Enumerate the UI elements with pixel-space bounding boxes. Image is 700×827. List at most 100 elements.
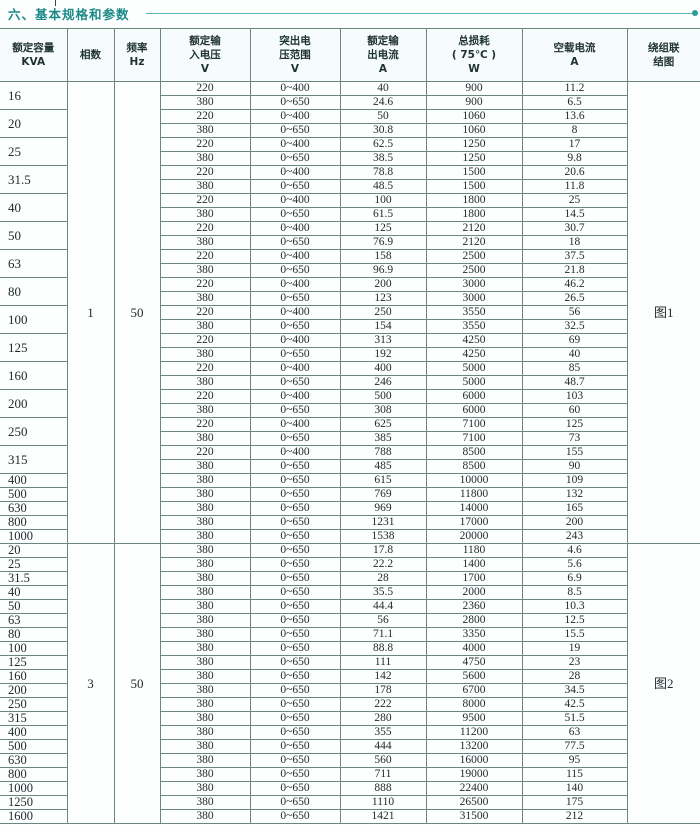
cell-input-voltage: 380: [159, 375, 251, 390]
cell-total-loss: 1180: [425, 543, 523, 558]
header-line: 出电流: [367, 49, 399, 61]
cell-capacity: 500: [0, 487, 68, 502]
cell-input-voltage: 380: [159, 207, 251, 222]
cell-input-voltage: 380: [159, 543, 251, 558]
cell-no-load-current: 28: [521, 669, 628, 684]
header-line: V: [200, 63, 210, 75]
cell-output-range: 0~400: [249, 305, 341, 320]
header-capacity: 额定容量 KVA: [0, 28, 68, 82]
cell-output-current: 313: [339, 333, 427, 348]
cell-total-loss: 20000: [425, 529, 523, 544]
cell-output-range: 0~650: [249, 151, 341, 166]
cell-input-voltage: 380: [159, 571, 251, 586]
header-line: KVA: [21, 56, 46, 68]
cell-input-voltage: 380: [159, 655, 251, 670]
cell-total-loss: 11800: [425, 487, 523, 502]
cell-input-voltage: 220: [159, 389, 251, 404]
cell-no-load-current: 46.2: [521, 277, 628, 292]
cell-output-current: 56: [339, 613, 427, 628]
cell-input-voltage: 380: [159, 613, 251, 628]
cell-capacity: 1000: [0, 781, 68, 796]
cell-total-loss: 31500: [425, 809, 523, 824]
cell-input-voltage: 380: [159, 599, 251, 614]
cell-winding-diagram: 图2: [626, 543, 700, 824]
cell-input-voltage: 220: [159, 193, 251, 208]
cell-no-load-current: 95: [521, 753, 628, 768]
cell-output-current: 485: [339, 459, 427, 474]
cell-total-loss: 900: [425, 95, 523, 110]
header-line: A: [378, 63, 388, 75]
cell-total-loss: 1400: [425, 557, 523, 572]
table-body: 16 1 50 220 0~400 40 900 11.2 图1 380 0~650 24.6 900 6…: [0, 81, 700, 824]
cell-total-loss: 3550: [425, 305, 523, 320]
cell-capacity: 50: [0, 221, 68, 250]
cell-output-current: 40: [339, 81, 427, 96]
cell-no-load-current: 40: [521, 347, 628, 362]
cell-no-load-current: 115: [521, 767, 628, 782]
cell-no-load-current: 10.3: [521, 599, 628, 614]
cell-output-current: 71.1: [339, 627, 427, 642]
cell-output-current: 888: [339, 781, 427, 796]
cell-no-load-current: 15.5: [521, 627, 628, 642]
table-row: 125 220 0~400 313 4250 69: [0, 333, 700, 362]
cell-no-load-current: 13.6: [521, 109, 628, 124]
cell-total-loss: 6000: [425, 389, 523, 404]
cell-output-current: 625: [339, 417, 427, 432]
cell-phase: 1: [66, 81, 115, 544]
table-row: 160 380 0~650 142 5600 28: [0, 669, 700, 684]
cell-capacity: 40: [0, 585, 68, 600]
table-row: 25 220 0~400 62.5 1250 17: [0, 137, 700, 166]
cell-output-range: 0~650: [249, 263, 341, 278]
cell-output-range: 0~650: [249, 683, 341, 698]
cell-output-range: 0~400: [249, 193, 341, 208]
section-title-bar: 六、基本规格和参数: [0, 0, 700, 28]
cell-no-load-current: 12.5: [521, 613, 628, 628]
cell-winding-diagram: 图1: [626, 81, 700, 544]
cell-input-voltage: 220: [159, 221, 251, 236]
cell-total-loss: 4250: [425, 333, 523, 348]
cell-no-load-current: 69: [521, 333, 628, 348]
cell-input-voltage: 380: [159, 403, 251, 418]
cell-output-range: 0~650: [249, 529, 341, 544]
cell-output-current: 96.9: [339, 263, 427, 278]
section-title: 六、基本规格和参数: [8, 7, 130, 22]
cell-total-loss: 7100: [425, 417, 523, 432]
cell-total-loss: 1250: [425, 137, 523, 152]
cell-input-voltage: 380: [159, 809, 251, 824]
cell-capacity: 250: [0, 697, 68, 712]
cell-input-voltage: 380: [159, 487, 251, 502]
cell-input-voltage: 380: [159, 123, 251, 138]
cell-input-voltage: 380: [159, 641, 251, 656]
cell-output-range: 0~650: [249, 627, 341, 642]
table-row: 315 220 0~400 788 8500 155: [0, 445, 700, 474]
header-line: 空载电流: [553, 42, 596, 54]
cell-no-load-current: 37.5: [521, 249, 628, 264]
cell-output-current: 38.5: [339, 151, 427, 166]
cell-capacity: 400: [0, 725, 68, 740]
header-line: 额定容量: [12, 42, 55, 54]
cell-total-loss: 19000: [425, 767, 523, 782]
cell-input-voltage: 220: [159, 445, 251, 460]
table-row: 200 380 0~650 178 6700 34.5: [0, 683, 700, 698]
cell-output-range: 0~400: [249, 81, 341, 96]
cell-no-load-current: 73: [521, 431, 628, 446]
cell-capacity: 80: [0, 627, 68, 642]
cell-output-current: 192: [339, 347, 427, 362]
cell-output-current: 969: [339, 501, 427, 516]
cell-input-voltage: 380: [159, 179, 251, 194]
cell-capacity: 500: [0, 739, 68, 754]
cell-total-loss: 1250: [425, 151, 523, 166]
cell-output-range: 0~650: [249, 543, 341, 558]
cell-output-range: 0~650: [249, 669, 341, 684]
cell-total-loss: 16000: [425, 753, 523, 768]
table-row: 63 220 0~400 158 2500 37.5: [0, 249, 700, 278]
cell-output-current: 1231: [339, 515, 427, 530]
cell-total-loss: 2360: [425, 599, 523, 614]
cell-total-loss: 1500: [425, 179, 523, 194]
cell-no-load-current: 6.5: [521, 95, 628, 110]
cell-output-current: 61.5: [339, 207, 427, 222]
cell-no-load-current: 11.2: [521, 81, 628, 96]
cell-output-range: 0~650: [249, 179, 341, 194]
cell-output-current: 24.6: [339, 95, 427, 110]
cell-no-load-current: 175: [521, 795, 628, 810]
